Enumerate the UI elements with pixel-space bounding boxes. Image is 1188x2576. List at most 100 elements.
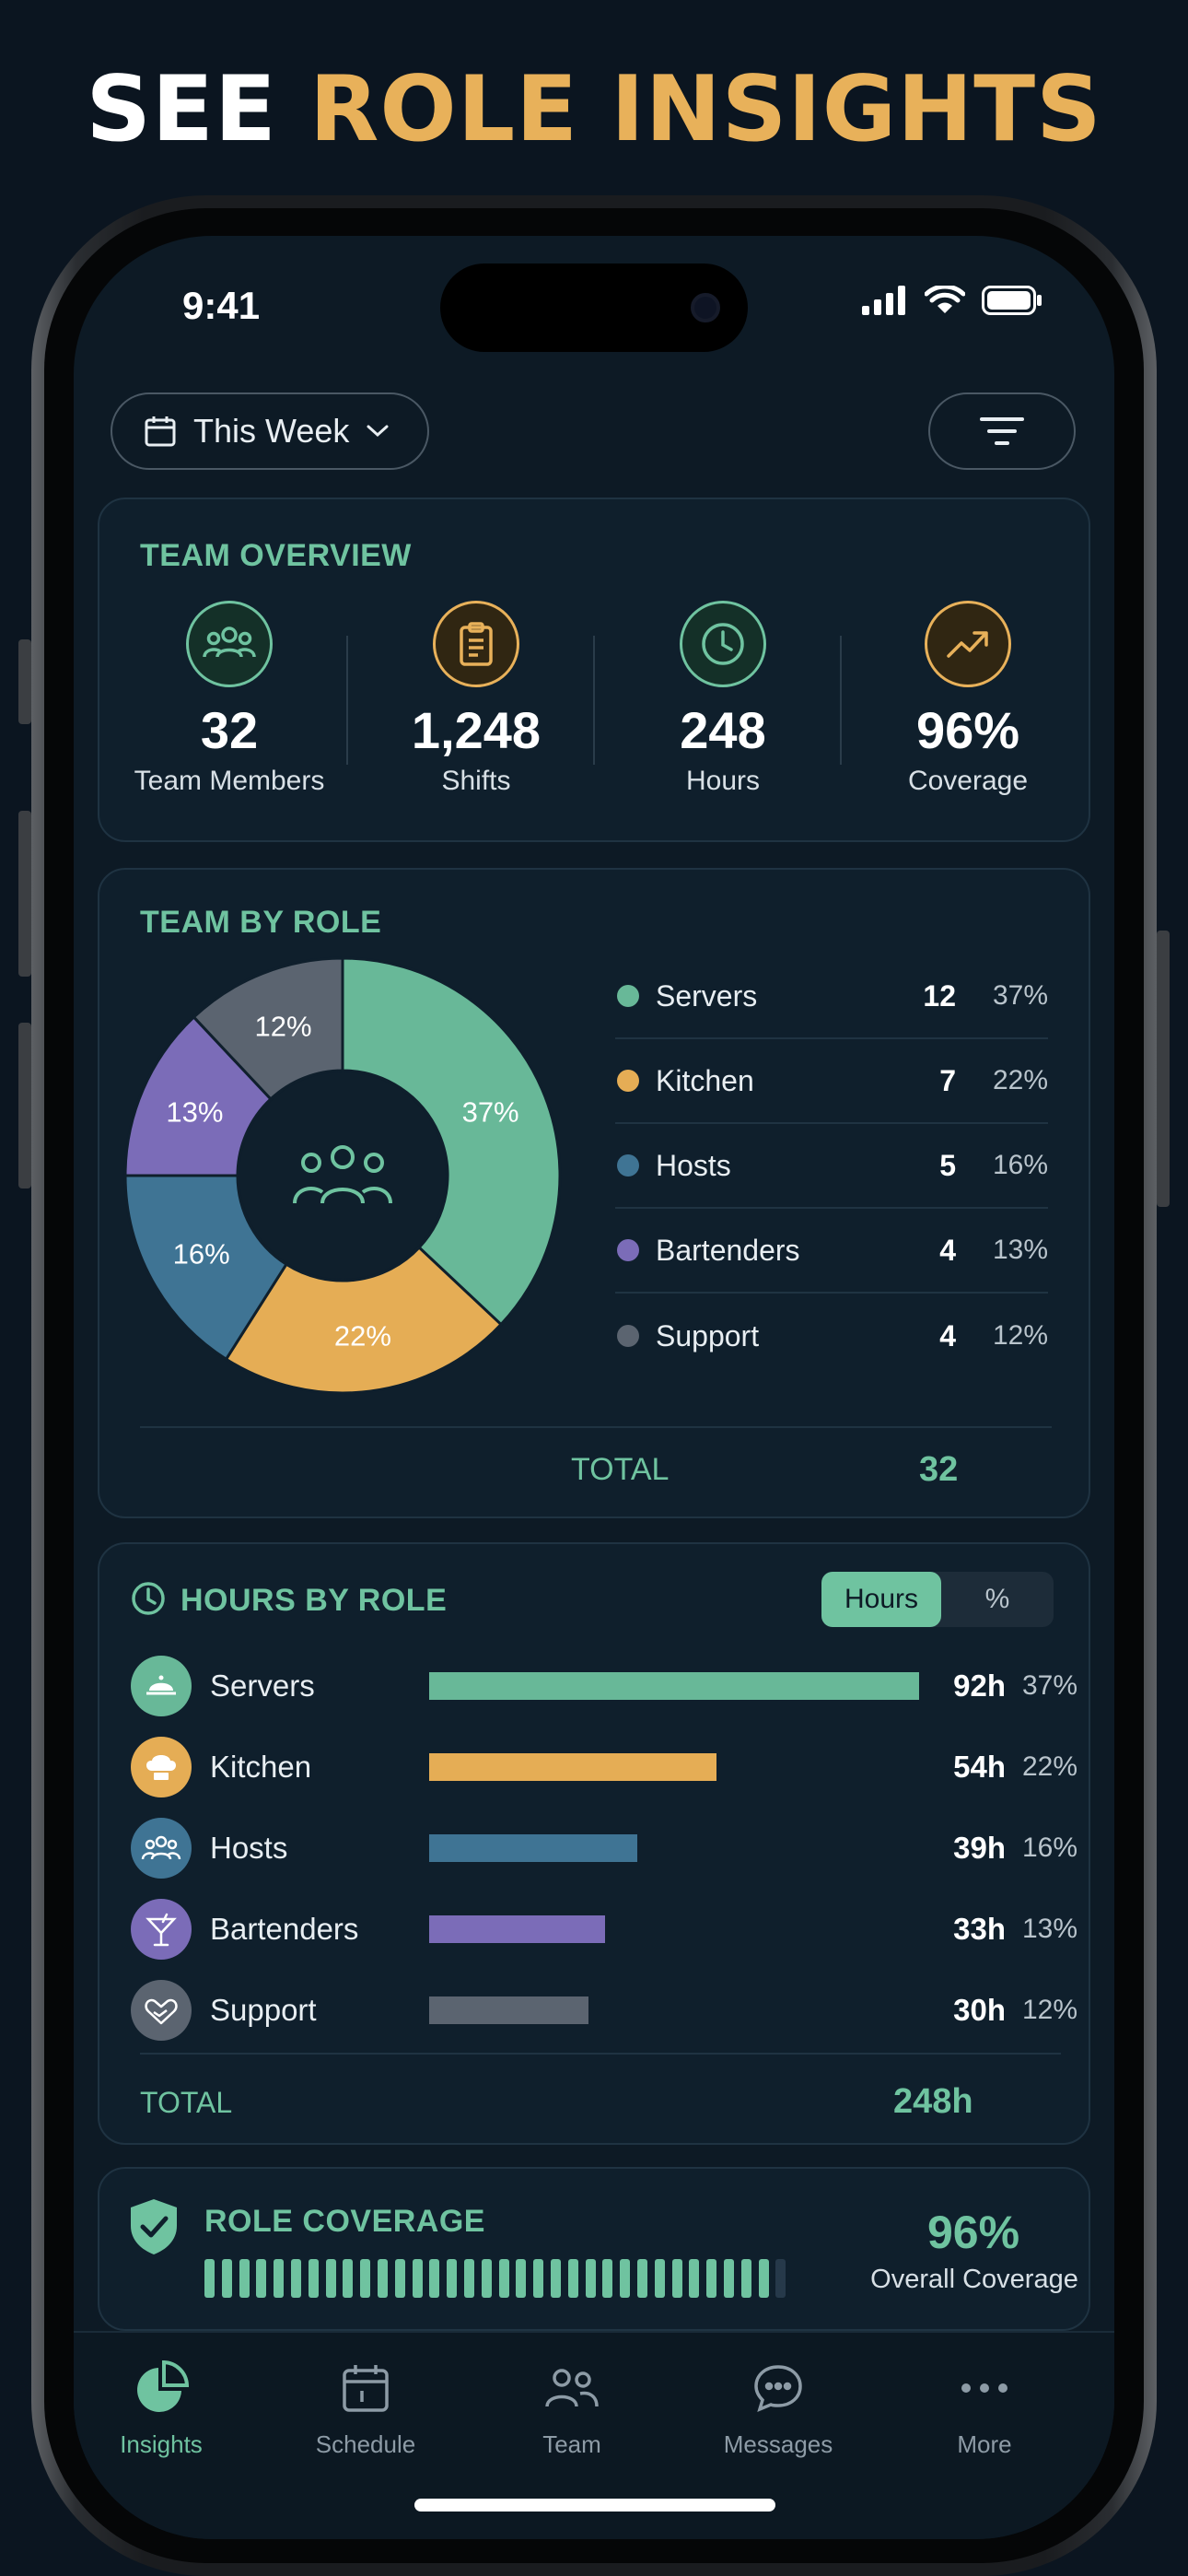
legend-role-name: Support bbox=[656, 1318, 760, 1352]
tab-label: Schedule bbox=[315, 2430, 416, 2458]
coverage-tick bbox=[516, 2259, 527, 2298]
coverage-tick bbox=[498, 2259, 509, 2298]
tab-messages[interactable]: Messages bbox=[691, 2359, 866, 2459]
coverage-tick bbox=[239, 2259, 250, 2298]
stat-coverage[interactable]: 96% Coverage bbox=[844, 601, 1092, 797]
hours-row-kitchen[interactable]: Kitchen 54h 22% bbox=[131, 1732, 1077, 1802]
status-icons bbox=[862, 286, 1042, 315]
hours-bar bbox=[429, 1672, 919, 1700]
legend-role-count: 7 bbox=[939, 1063, 956, 1097]
team-by-role-title: TEAM BY ROLE bbox=[140, 905, 382, 940]
phone-power-button bbox=[1157, 931, 1170, 1207]
donut-slice-kitchen[interactable] bbox=[224, 1245, 504, 1395]
tab-insights[interactable]: Insights bbox=[74, 2359, 249, 2459]
headline-gold: ROLE INSIGHTS bbox=[309, 57, 1102, 162]
hours-row-hosts[interactable]: Hosts 39h 16% bbox=[131, 1813, 1077, 1883]
donut-slice-bartenders[interactable] bbox=[123, 1014, 274, 1177]
coverage-tick bbox=[291, 2259, 301, 2298]
hours-role-name: Kitchen bbox=[210, 1750, 312, 1784]
stat-shifts[interactable]: 1,248 Shifts bbox=[352, 601, 600, 797]
coverage-tick bbox=[567, 2259, 578, 2298]
coverage-tick bbox=[412, 2259, 423, 2298]
date-range-label: This Week bbox=[193, 412, 350, 450]
cellular-signal-icon bbox=[862, 286, 905, 315]
role-total-value: 32 bbox=[919, 1450, 959, 1489]
donut-slice-servers[interactable] bbox=[341, 956, 562, 1327]
marketing-headline: SEE ROLE INSIGHTS bbox=[0, 57, 1188, 162]
legend-swatch bbox=[617, 1325, 639, 1347]
date-range-selector[interactable]: This Week bbox=[111, 392, 429, 470]
hours-percent-toggle: Hours % bbox=[821, 1572, 1054, 1627]
legend-swatch bbox=[617, 985, 639, 1007]
coverage-tick bbox=[204, 2259, 215, 2298]
legend-swatch bbox=[617, 1070, 639, 1092]
coverage-tick bbox=[360, 2259, 371, 2298]
divider bbox=[346, 636, 348, 765]
hours-percent: 22% bbox=[1021, 1751, 1077, 1782]
divider bbox=[140, 1426, 1052, 1428]
role-legend-item[interactable]: Kitchen 7 22% bbox=[615, 1039, 1048, 1124]
stat-label: Coverage bbox=[907, 766, 1029, 796]
toggle-percent[interactable]: % bbox=[984, 1584, 1010, 1614]
role-coverage-title: ROLE COVERAGE bbox=[204, 2204, 485, 2239]
donut-slice-label: 12% bbox=[255, 1010, 312, 1042]
coverage-tick bbox=[378, 2259, 388, 2298]
hours-row-bartenders[interactable]: Bartenders 33h 13% bbox=[131, 1894, 1077, 1964]
chef-hat-icon bbox=[131, 1737, 192, 1797]
app-screen: 9:41 This Week bbox=[74, 236, 1114, 2539]
role-legend-item[interactable]: Support 4 12% bbox=[615, 1294, 1048, 1378]
wifi-icon bbox=[925, 286, 965, 313]
coverage-tick bbox=[637, 2259, 647, 2298]
hours-by-role-title: HOURS BY ROLE bbox=[181, 1583, 448, 1618]
tab-more[interactable]: More bbox=[897, 2359, 1072, 2459]
stat-value: 32 bbox=[200, 701, 259, 759]
hours-percent: 37% bbox=[1021, 1670, 1077, 1701]
stat-team-members[interactable]: 32 Team Members bbox=[105, 601, 354, 797]
toggle-hours[interactable]: Hours bbox=[821, 1572, 941, 1627]
hours-bar bbox=[429, 1753, 716, 1781]
role-coverage-card: ROLE COVERAGE 96% Overall Coverage bbox=[98, 2167, 1090, 2331]
stat-hours[interactable]: 248 Hours bbox=[599, 601, 847, 797]
hours-value: 30h bbox=[953, 1993, 1006, 2027]
hours-bar bbox=[429, 1834, 637, 1862]
clock-icon bbox=[680, 601, 766, 687]
role-total-label: TOTAL bbox=[571, 1452, 670, 1487]
hours-row-servers[interactable]: Servers 92h 37% bbox=[131, 1651, 1077, 1721]
stat-label: Hours bbox=[685, 766, 761, 796]
role-donut-chart[interactable]: 37% 22% 16% 13% 12% bbox=[122, 954, 564, 1397]
role-legend-item[interactable]: Hosts 5 16% bbox=[615, 1124, 1048, 1209]
coverage-tick bbox=[689, 2259, 700, 2298]
filter-button[interactable] bbox=[928, 392, 1076, 470]
hours-percent: 12% bbox=[1021, 1995, 1077, 2025]
donut-slice-hosts[interactable] bbox=[123, 1174, 288, 1362]
hours-bar bbox=[429, 1996, 588, 2024]
coverage-tick bbox=[551, 2259, 561, 2298]
hours-value: 39h bbox=[953, 1831, 1006, 1865]
more-dots-icon bbox=[961, 2383, 1007, 2393]
heart-hand-icon bbox=[131, 1980, 192, 2041]
hours-row-support[interactable]: Support 30h 12% bbox=[131, 1975, 1077, 2045]
donut-slice-label: 22% bbox=[334, 1320, 391, 1352]
calendar-icon bbox=[145, 416, 176, 447]
hours-role-name: Hosts bbox=[210, 1831, 288, 1865]
hours-bar-track bbox=[429, 1915, 919, 1943]
coverage-tick bbox=[464, 2259, 474, 2298]
home-indicator bbox=[414, 2499, 775, 2512]
phone-action-button bbox=[18, 639, 31, 724]
coverage-tick bbox=[602, 2259, 613, 2298]
role-legend-item[interactable]: Servers 12 37% bbox=[615, 954, 1048, 1039]
hours-role-name: Bartenders bbox=[210, 1912, 359, 1946]
donut-slice-label: 16% bbox=[173, 1237, 230, 1270]
chat-bubble-icon bbox=[754, 2365, 802, 2413]
team-overview-card: TEAM OVERVIEW 32 Team Members 1,248 bbox=[98, 498, 1090, 842]
coverage-tick bbox=[447, 2259, 458, 2298]
tab-schedule[interactable]: Schedule bbox=[278, 2359, 453, 2459]
donut-slice-support[interactable] bbox=[192, 956, 344, 1102]
team-by-role-card: TEAM BY ROLE 37% 22% 16% 13% 12% Servers 12 37… bbox=[98, 868, 1090, 1518]
tab-label: More bbox=[957, 2430, 1012, 2458]
coverage-tick bbox=[620, 2259, 631, 2298]
tab-team[interactable]: Team bbox=[484, 2359, 659, 2459]
hours-role-name: Servers bbox=[210, 1669, 315, 1703]
coverage-tick bbox=[481, 2259, 492, 2298]
role-legend-item[interactable]: Bartenders 4 13% bbox=[615, 1209, 1048, 1294]
